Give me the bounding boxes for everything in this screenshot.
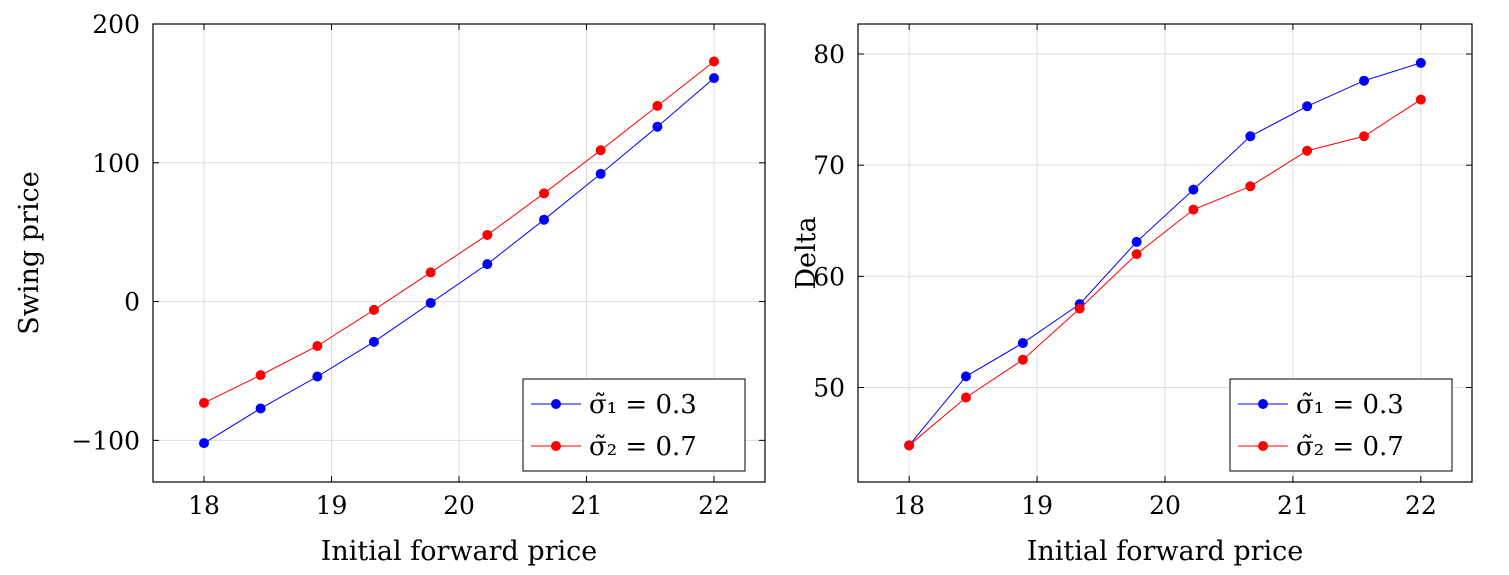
data-point [1245, 181, 1256, 192]
data-point [539, 188, 550, 199]
x-tick-label: 19 [1021, 491, 1053, 520]
data-point [255, 403, 266, 414]
legend-swatch-marker [1258, 441, 1268, 451]
data-point [709, 73, 719, 84]
data-point [368, 336, 379, 347]
chart-panel-1: 18 19 20 21 22 −100 0 100 200 Initial forward pri… [14, 10, 766, 567]
legend-entry: σ̃₁ = 0.3 [1296, 390, 1404, 420]
legend-box [522, 378, 746, 472]
data-point [368, 304, 379, 315]
legend: σ̃₁ = 0.3 σ̃₂ = 0.7 [1229, 378, 1453, 472]
x-tick-label: 22 [1405, 491, 1437, 520]
data-point [312, 340, 323, 351]
legend-entry: σ̃₁ = 0.3 [589, 390, 697, 420]
data-point [1074, 303, 1085, 314]
legend: σ̃₁ = 0.3 σ̃₂ = 0.7 [522, 378, 746, 472]
x-tick-label: 22 [698, 491, 730, 520]
legend-box [1229, 378, 1453, 472]
data-point [482, 229, 493, 240]
y-tick-label: 70 [813, 151, 845, 180]
series-1 [199, 73, 719, 449]
data-point [960, 371, 971, 382]
x-axis-label: Initial forward price [321, 536, 598, 567]
y-tick-label: 80 [813, 40, 845, 69]
data-point [425, 297, 436, 308]
data-point [255, 370, 266, 381]
data-point [425, 267, 436, 278]
series-line [908, 62, 1421, 446]
data-point [1302, 101, 1313, 112]
legend-swatch-marker [551, 441, 561, 451]
x-tick-label: 21 [1277, 491, 1309, 520]
chart-panel-2: 18 19 20 21 22 50 60 70 80 Initial forward price D… [791, 23, 1473, 567]
data-point [1131, 249, 1142, 260]
data-point [1359, 131, 1370, 142]
x-tick-label: 19 [316, 491, 348, 520]
data-point [312, 371, 323, 382]
data-point [1188, 204, 1199, 215]
y-tick-label: −100 [71, 426, 140, 455]
data-point [199, 397, 209, 408]
data-point [1245, 131, 1256, 142]
y-tick-label: 0 [124, 288, 140, 317]
data-point [1359, 75, 1370, 86]
y-tick-label: 60 [813, 262, 845, 291]
series-2 [199, 56, 719, 408]
legend-entry: σ̃₂ = 0.7 [589, 432, 697, 462]
data-point [595, 145, 606, 156]
x-tick-label: 18 [188, 491, 220, 520]
data-point [652, 100, 663, 111]
legend-swatch-marker [1258, 399, 1268, 409]
x-axis-label: Initial forward price [1027, 536, 1304, 567]
x-tick-label: 20 [443, 491, 475, 520]
legend-swatch-marker [551, 399, 561, 409]
series-line [908, 99, 1422, 446]
data-point [904, 440, 915, 451]
x-tick-label: 21 [571, 491, 603, 520]
data-point [199, 438, 209, 449]
data-point [1415, 57, 1426, 68]
data-point [652, 121, 663, 132]
y-tick-label: 100 [92, 149, 140, 178]
data-point [539, 214, 550, 225]
data-point [482, 259, 493, 270]
data-point [1017, 338, 1028, 349]
y-axis-label: Delta [791, 216, 822, 289]
legend-entry: σ̃₂ = 0.7 [1296, 432, 1404, 462]
data-point [960, 392, 971, 403]
x-tick-label: 20 [1149, 491, 1181, 520]
data-point [595, 168, 606, 179]
data-point [709, 56, 719, 67]
series-line [203, 77, 715, 444]
y-tick-label: 50 [813, 374, 845, 403]
y-tick-label: 200 [92, 10, 140, 39]
series-2 [904, 94, 1426, 451]
data-point [1188, 184, 1199, 195]
data-point [1302, 145, 1313, 156]
y-axis-label: Swing price [14, 171, 45, 334]
data-point [1131, 236, 1142, 247]
data-point [1017, 354, 1028, 365]
series-line [203, 61, 715, 404]
data-point [1415, 94, 1426, 105]
x-tick-label: 18 [893, 491, 925, 520]
